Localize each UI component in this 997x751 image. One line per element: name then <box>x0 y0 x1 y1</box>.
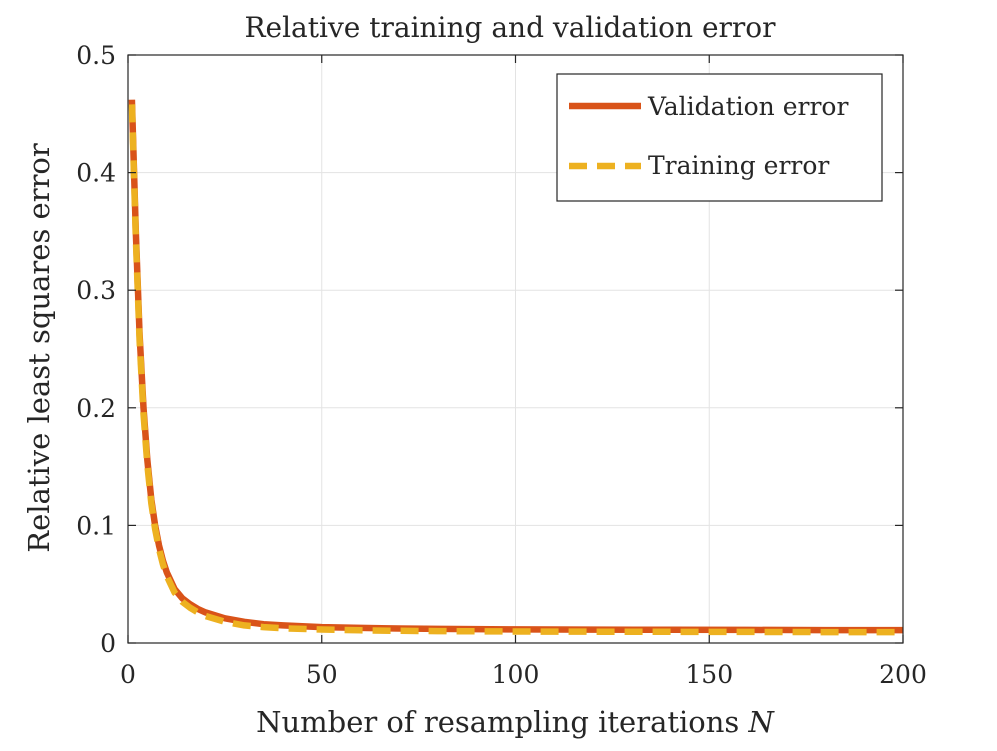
series-layer <box>128 99 903 636</box>
x-axis-title: Number of resampling iterations N <box>256 705 775 739</box>
y-tick-label: 0.5 <box>76 41 116 70</box>
tick-labels: 0 50 100 150 200 0 0.1 0.2 0.3 0.4 0.5 <box>76 41 927 689</box>
legend-box <box>556 73 883 202</box>
legend-label-validation-error: Validation error <box>647 92 848 121</box>
x-axis-variable: N <box>748 705 776 739</box>
chart-title: Relative training and validation error <box>244 11 776 44</box>
y-tick-label: 0.4 <box>76 159 116 188</box>
legend-label-training-error: Training error <box>648 151 829 180</box>
y-tick-label: 0 <box>100 629 116 658</box>
x-tick-label: 200 <box>879 660 927 689</box>
y-tick-label: 0.1 <box>76 511 116 540</box>
x-tick-label: 0 <box>120 660 136 689</box>
x-tick-label: 50 <box>306 660 338 689</box>
y-axis-title: Relative least squares error <box>22 143 56 553</box>
legend: Validation error Training error <box>556 73 883 202</box>
y-tick-label: 0.2 <box>76 394 116 423</box>
series-line-training-error <box>128 104 903 636</box>
ticks <box>127 54 904 644</box>
x-tick-label: 100 <box>492 660 540 689</box>
y-tick-label: 0.3 <box>76 276 116 305</box>
x-axis-title-text: Number of resampling iterations <box>256 705 748 739</box>
x-tick-label: 150 <box>685 660 733 689</box>
